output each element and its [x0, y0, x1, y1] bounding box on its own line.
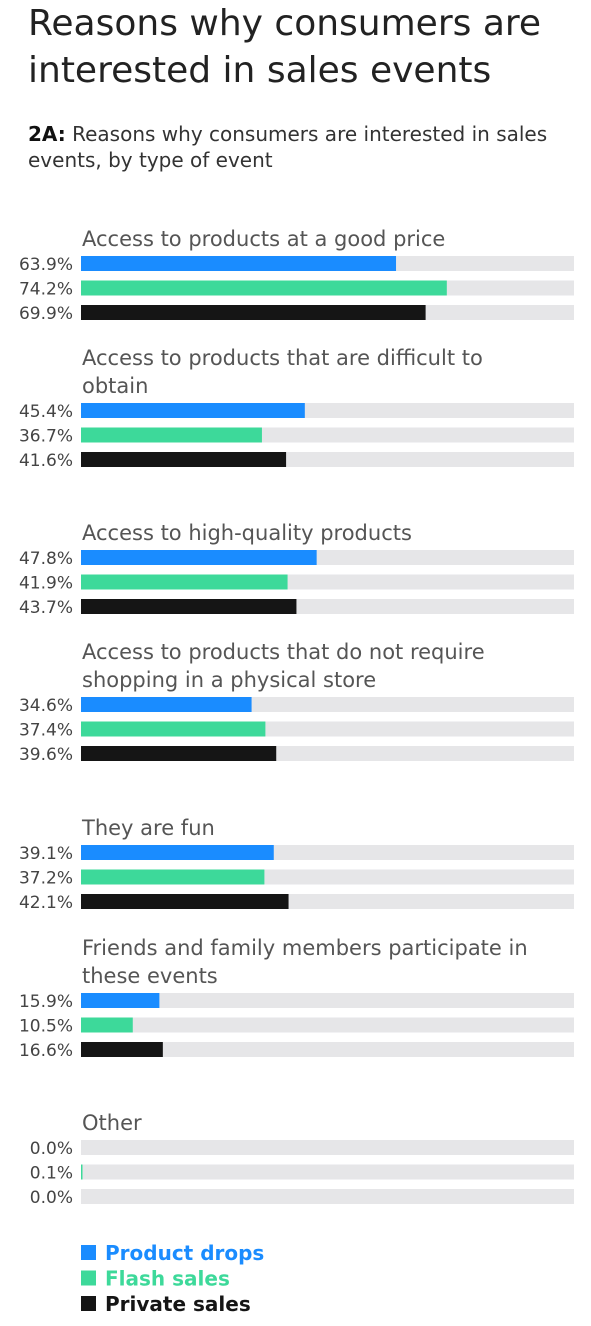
legend-swatch	[81, 1296, 96, 1311]
category-label: Access to high-quality products	[82, 521, 412, 545]
legend-swatch	[81, 1245, 96, 1260]
bar-flash-sales	[81, 280, 447, 296]
chart-id: 2A:	[28, 122, 66, 146]
category-label: Access to products at a good price	[82, 227, 445, 251]
value-label: 0.0%	[30, 1139, 73, 1159]
value-label: 37.2%	[19, 869, 73, 889]
bar-product-drops	[81, 403, 305, 418]
bar-product-drops	[81, 845, 274, 860]
value-label: 41.6%	[19, 451, 73, 471]
value-label: 39.6%	[19, 745, 73, 765]
value-label: 15.9%	[19, 992, 73, 1012]
page-title: Reasons why consumers are interested in …	[28, 3, 542, 91]
bar-track	[81, 993, 574, 1008]
value-label: 47.8%	[19, 549, 73, 569]
value-label: 74.2%	[19, 280, 73, 300]
value-label: 39.1%	[19, 844, 73, 864]
value-label: 41.9%	[19, 574, 73, 594]
bar-flash-sales	[81, 721, 266, 737]
bar-private-sales	[81, 452, 287, 467]
bar-private-sales	[81, 305, 426, 320]
category-label: Access to products that are difficult to	[82, 346, 483, 370]
value-label: 0.1%	[30, 1164, 73, 1184]
legend-label: Product drops	[105, 1241, 264, 1265]
bar-private-sales	[81, 894, 289, 909]
bar-track	[81, 1140, 574, 1155]
bar-private-sales	[81, 1042, 163, 1057]
value-label: 0.0%	[30, 1188, 73, 1208]
chart-subtitle-text: Reasons why consumers are interested in …	[28, 122, 548, 172]
bar-product-drops	[81, 550, 317, 565]
value-label: 69.9%	[19, 304, 73, 324]
category-label: Friends and family members participate i…	[82, 936, 528, 960]
value-label: 43.7%	[19, 598, 73, 618]
bar-product-drops	[81, 697, 252, 712]
bar-track	[81, 1189, 574, 1204]
category-label: They are fun	[81, 816, 215, 840]
value-label: 34.6%	[19, 696, 73, 716]
category-label: shopping in a physical store	[82, 668, 376, 692]
bar-track	[81, 1042, 574, 1057]
value-label: 16.6%	[19, 1041, 73, 1061]
value-label: 63.9%	[19, 255, 73, 275]
bar-track	[81, 1164, 574, 1180]
legend-label: Private sales	[105, 1292, 251, 1316]
chart-subtitle: 2A: Reasons why consumers are interested…	[28, 121, 568, 173]
bar-flash-sales	[81, 1017, 133, 1033]
bar-flash-sales	[81, 574, 288, 590]
legend-swatch	[81, 1270, 96, 1286]
legend-label: Flash sales	[105, 1267, 230, 1291]
bar-flash-sales	[81, 869, 265, 885]
category-label: Other	[82, 1111, 142, 1135]
value-label: 37.4%	[19, 721, 73, 741]
bar-product-drops	[81, 256, 397, 271]
value-label: 42.1%	[19, 893, 73, 913]
bar-flash-sales	[81, 427, 262, 443]
bar-private-sales	[81, 599, 297, 614]
category-label: obtain	[82, 374, 148, 398]
category-label: these events	[82, 964, 218, 988]
value-label: 45.4%	[19, 402, 73, 422]
bar-product-drops	[81, 993, 160, 1008]
bar-flash-sales	[81, 1164, 83, 1180]
value-label: 10.5%	[19, 1017, 73, 1037]
bar-track	[81, 1017, 574, 1033]
category-label: Access to products that do not require	[82, 640, 485, 664]
value-label: 36.7%	[19, 427, 73, 447]
bar-private-sales	[81, 746, 277, 761]
